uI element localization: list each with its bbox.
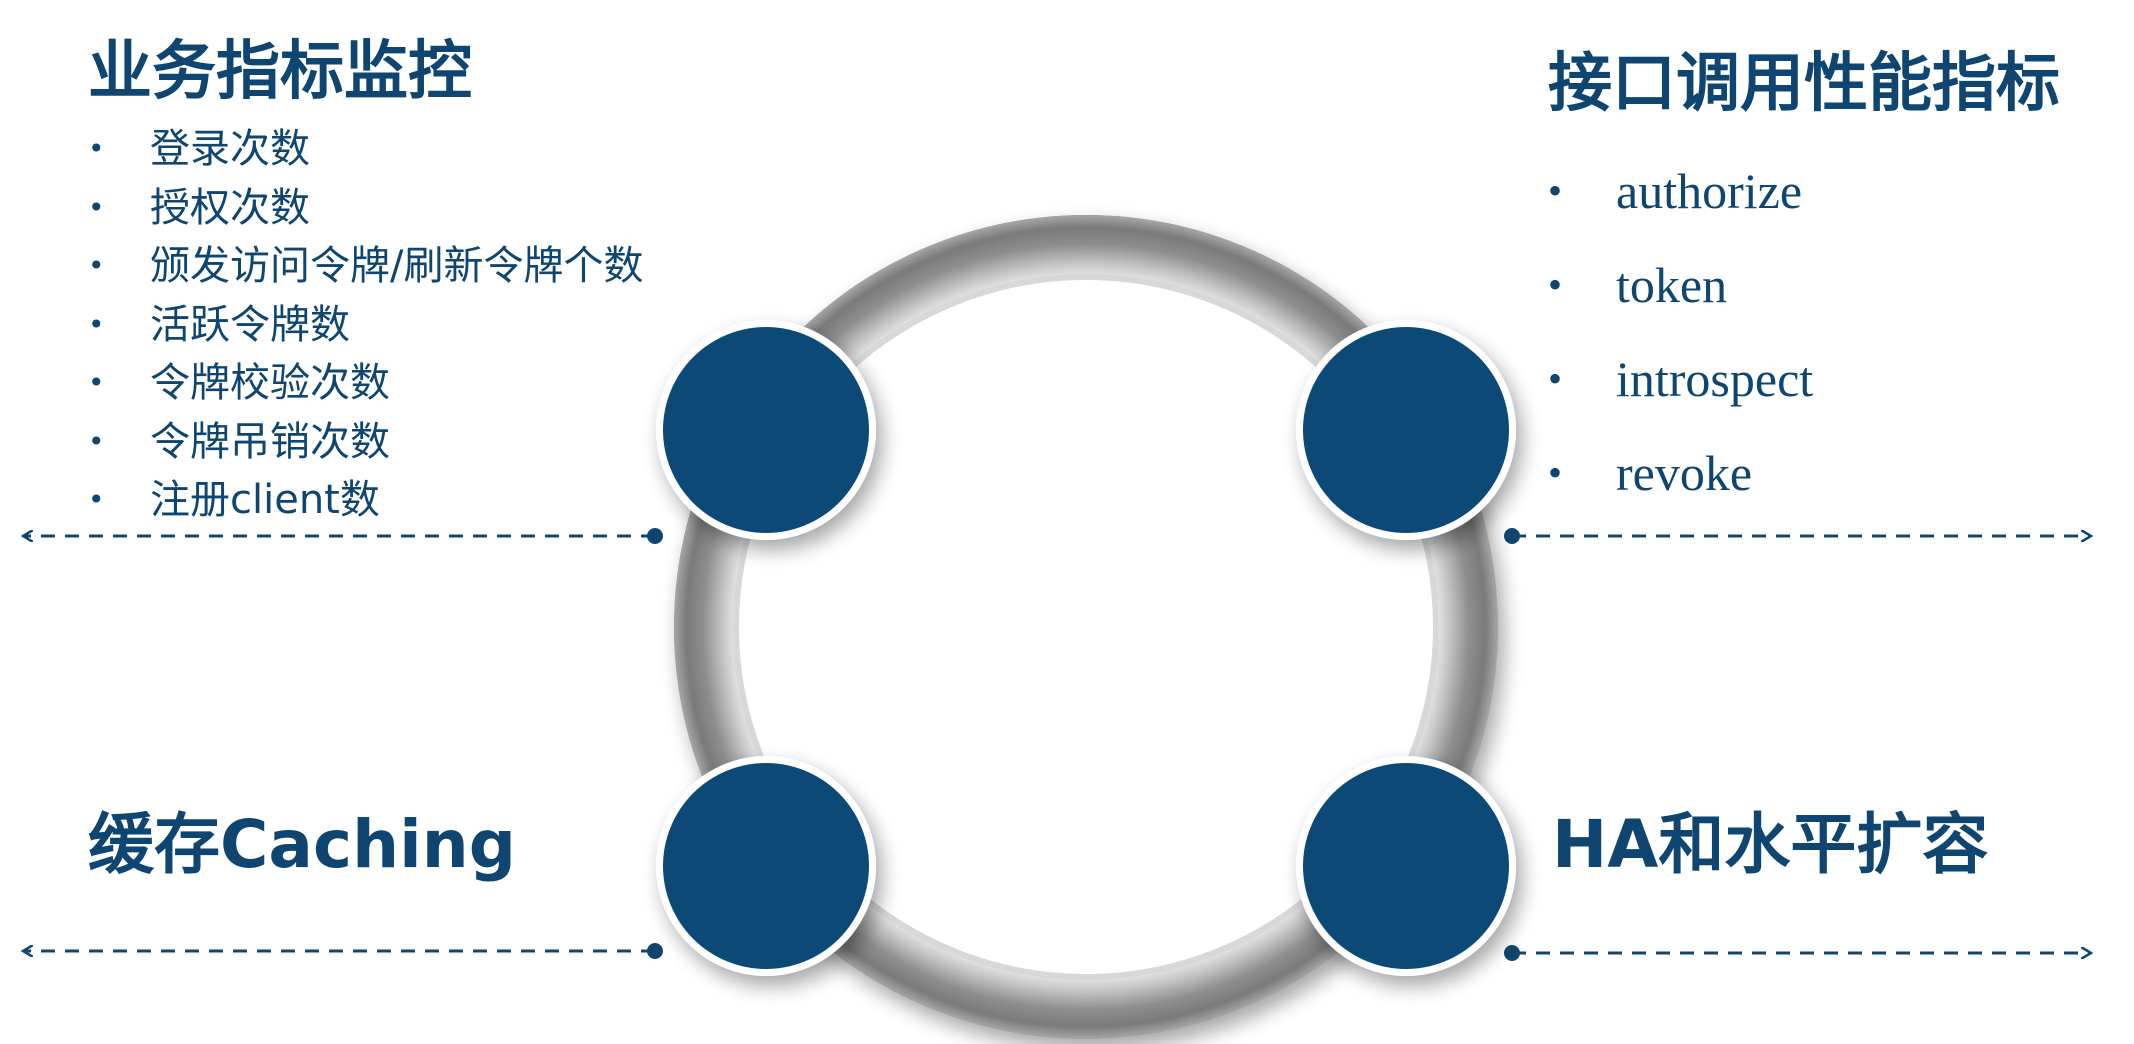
bullet-icon: •	[88, 307, 105, 341]
list-item-label: 活跃令牌数	[150, 301, 350, 348]
list-item-label: 注册client数	[150, 477, 380, 523]
list-item-label: 令牌校验次数	[150, 360, 390, 406]
business-metrics-title: 业务指标监控	[88, 35, 472, 109]
ha-scaling-title: HA和水平扩容	[1552, 806, 1989, 883]
node-top-left	[656, 320, 876, 540]
list-item: • introspect	[1548, 332, 2128, 426]
connector-lines	[24, 536, 2090, 953]
bullet-icon: •	[88, 483, 105, 516]
connector-dot-top-right	[1504, 528, 1520, 544]
api-performance-panel: 接口调用性能指标 • authorize • token • introspect •…	[1548, 52, 2128, 520]
bullet-icon: •	[88, 132, 105, 165]
connector-dot-bottom-left	[647, 943, 663, 959]
bullet-icon: •	[88, 190, 105, 224]
list-item: • 令牌吊销次数	[88, 413, 808, 472]
list-item: • authorize	[1548, 144, 2128, 238]
api-performance-title: 接口调用性能指标	[1548, 47, 2060, 121]
caching-title: 缓存Caching	[88, 806, 516, 883]
list-item: • 令牌校验次数	[88, 354, 808, 413]
bullet-icon: •	[88, 366, 105, 399]
list-item-label: 登录次数	[150, 126, 310, 172]
list-item: • revoke	[1548, 426, 2128, 520]
bullet-icon: •	[1548, 450, 1563, 495]
caching-panel: 缓存Caching	[88, 812, 516, 878]
node-bottom-right	[1296, 756, 1516, 976]
list-item: • 活跃令牌数	[88, 296, 808, 355]
list-item-label: introspect	[1616, 351, 1814, 407]
bullet-icon: •	[1548, 168, 1563, 213]
list-item: • token	[1548, 238, 2128, 332]
list-item-label: authorize	[1616, 163, 1803, 219]
list-item: • 授权次数	[88, 179, 808, 238]
list-item-label: 颁发访问令牌/刷新令牌个数	[150, 243, 644, 289]
list-item: • 登录次数	[88, 120, 808, 179]
connector-dots	[647, 528, 1520, 961]
node-top-right	[1296, 320, 1516, 540]
list-item: • 颁发访问令牌/刷新令牌个数	[88, 237, 808, 296]
bullet-icon: •	[1548, 356, 1563, 401]
connector-dot-top-left	[647, 528, 663, 544]
list-item-label: token	[1616, 257, 1728, 313]
bullet-icon: •	[88, 424, 105, 458]
bullet-icon: •	[1548, 262, 1563, 307]
list-item: • 注册client数	[88, 471, 808, 530]
list-item-label: revoke	[1616, 445, 1753, 501]
central-ring	[674, 215, 1498, 1039]
bullet-icon: •	[88, 249, 105, 282]
list-item-label: 授权次数	[150, 184, 310, 231]
api-performance-list: • authorize • token • introspect • revoke	[1548, 144, 2128, 520]
business-metrics-panel: 业务指标监控 • 登录次数 • 授权次数 • 颁发访问令牌/刷新令牌个数 • 活跃令牌数…	[88, 40, 808, 530]
node-bottom-left	[656, 756, 876, 976]
ha-scaling-panel: HA和水平扩容	[1552, 812, 1988, 878]
business-metrics-list: • 登录次数 • 授权次数 • 颁发访问令牌/刷新令牌个数 • 活跃令牌数 • 令牌校验次…	[88, 120, 808, 530]
list-item-label: 令牌吊销次数	[150, 418, 390, 465]
connector-dot-bottom-right	[1504, 945, 1520, 961]
